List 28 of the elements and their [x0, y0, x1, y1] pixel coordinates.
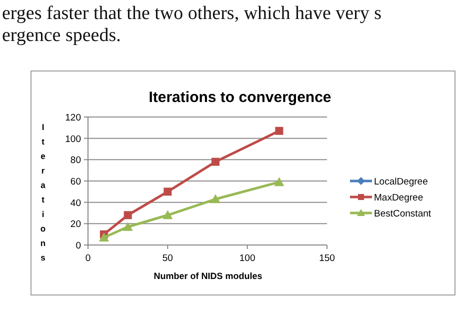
- legend-label: MaxDegree: [374, 192, 424, 204]
- point: [98, 232, 109, 242]
- point: [164, 188, 172, 196]
- y-tick-label: 100: [65, 134, 81, 145]
- text: Iterations: [40, 122, 46, 262]
- y-tick-label: 60: [70, 176, 81, 188]
- point: [162, 210, 173, 220]
- point: [124, 211, 132, 220]
- legend-label: LocalDegree: [374, 176, 428, 188]
- y-tick-label: 40: [70, 198, 81, 209]
- y-tick-label: 0: [76, 240, 81, 252]
- x-tick-label: 50: [162, 253, 173, 264]
- x-tick-label: 0: [85, 253, 91, 264]
- point: [211, 158, 220, 166]
- point: [122, 222, 133, 231]
- y-tick-label: 20: [70, 219, 81, 230]
- x-tick-label: 100: [239, 253, 256, 264]
- point: [274, 177, 284, 186]
- text: ergence speeds.: [2, 25, 121, 46]
- y-tick-label: 80: [70, 155, 81, 166]
- legend-label: BestConstant: [374, 208, 432, 220]
- x-tick-label: 150: [319, 253, 335, 264]
- point: [275, 126, 284, 135]
- chart-title: Iterations to convergence: [148, 89, 332, 106]
- text: erges faster that the two others, which have very s: [2, 3, 382, 24]
- point: [210, 194, 220, 204]
- y-tick-label: 120: [65, 112, 81, 124]
- x-axis-title: Number of NIDS modules: [154, 271, 262, 281]
